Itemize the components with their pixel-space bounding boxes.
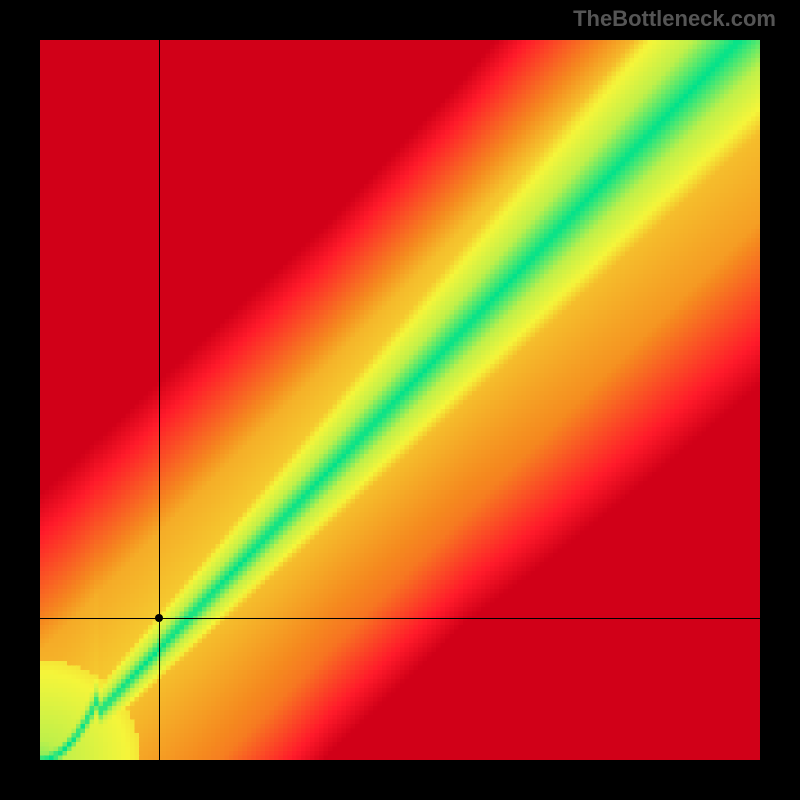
- heatmap-canvas: [40, 40, 760, 760]
- crosshair-marker: [155, 614, 163, 622]
- crosshair-vertical: [159, 40, 160, 760]
- crosshair-horizontal: [40, 618, 760, 619]
- heatmap-plot: [40, 40, 760, 760]
- watermark-text: TheBottleneck.com: [573, 6, 776, 32]
